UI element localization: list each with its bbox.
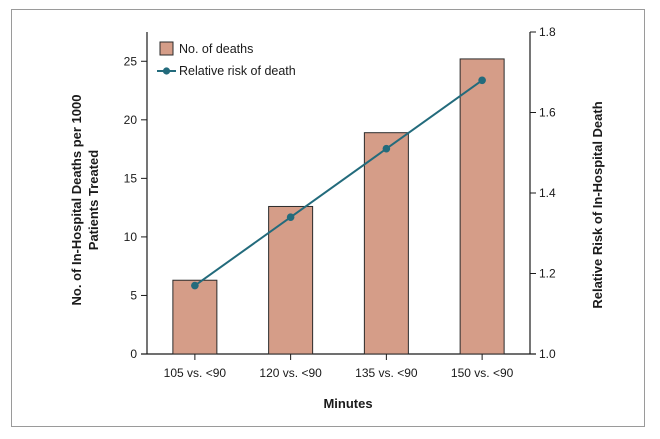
left-tick-label: 10 [124,230,138,244]
right-tick-label: 1.6 [539,106,556,120]
bar [172,279,218,355]
left-tick-label: 15 [124,171,138,185]
left-axis-ticks: 0 5 10 15 20 25 [124,54,147,361]
x-tick-label: 105 vs. <90 [164,366,227,380]
right-axis-ticks: 1.0 1.2 1.4 1.6 1.8 [530,25,556,361]
right-tick-label: 1.4 [539,186,556,200]
left-tick-label: 25 [124,54,138,68]
right-tick-label: 1.2 [539,267,556,281]
risk-point [286,213,295,221]
right-tick-label: 1.8 [539,25,556,39]
legend-swatch-deaths [159,41,174,56]
left-tick-label: 5 [130,288,137,302]
x-tick-label: 120 vs. <90 [259,366,322,380]
legend: No. of deaths Relative risk of death [157,41,296,78]
chart-svg: 0 5 10 15 20 25 1.0 1.2 1.4 1.6 1.8 105 vs. <90 12… [69,25,605,411]
x-tick-label: 135 vs. <90 [355,366,418,380]
bar-series [172,58,505,355]
risk-point [191,281,199,290]
left-tick-label: 0 [130,347,137,361]
risk-line [194,79,483,287]
y-axis-title-line-1: No. of In-Hospital Deaths per 1000 [69,95,84,306]
x-tick-label: 150 vs. <90 [451,366,514,380]
line-series [191,76,486,290]
bar [459,58,505,355]
risk-point [382,144,391,153]
risk-point [478,76,486,85]
x-axis-title: Minutes [323,396,372,411]
y-axis-title-line-2: Patients Treated [86,150,101,250]
left-tick-label: 20 [124,113,138,127]
x-axis-ticks: 105 vs. <90 120 vs. <90 135 vs. <90 150 vs.… [164,354,514,380]
bar [268,205,314,355]
legend-marker-risk [162,67,171,75]
legend-label-deaths: No. of deaths [179,42,253,56]
bar [363,132,409,355]
legend-label-risk: Relative risk of death [179,64,296,78]
y2-axis-title: Relative Risk of In-Hospital Death [590,101,605,308]
chart-frame: 0 5 10 15 20 25 1.0 1.2 1.4 1.6 1.8 105 vs. <90 12… [11,9,645,427]
right-tick-label: 1.0 [539,347,556,361]
